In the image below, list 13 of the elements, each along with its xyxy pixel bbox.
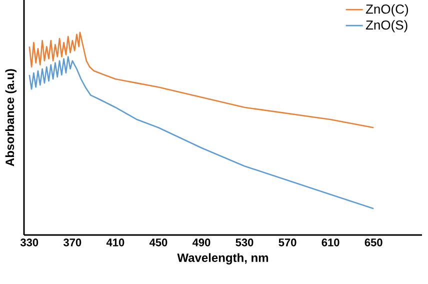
x-tick-label: 370 bbox=[63, 238, 82, 246]
x-tick-label: 650 bbox=[364, 238, 382, 246]
legend-label: ZnO(C) bbox=[366, 4, 408, 16]
x-tick-label: 450 bbox=[149, 238, 168, 246]
x-tick-label: 570 bbox=[278, 238, 296, 246]
x-tick-label: 410 bbox=[106, 238, 124, 246]
legend-label: ZnO(S) bbox=[366, 20, 408, 32]
x-axis-title: Wavelength, nm bbox=[177, 253, 268, 264]
y-axis-title: Absorbance (a.u) bbox=[5, 69, 16, 166]
x-tick-label: 330 bbox=[20, 238, 38, 246]
x-tick-label: 490 bbox=[192, 238, 210, 246]
x-tick-label: 610 bbox=[322, 238, 340, 246]
x-tick-label: 530 bbox=[236, 238, 254, 246]
